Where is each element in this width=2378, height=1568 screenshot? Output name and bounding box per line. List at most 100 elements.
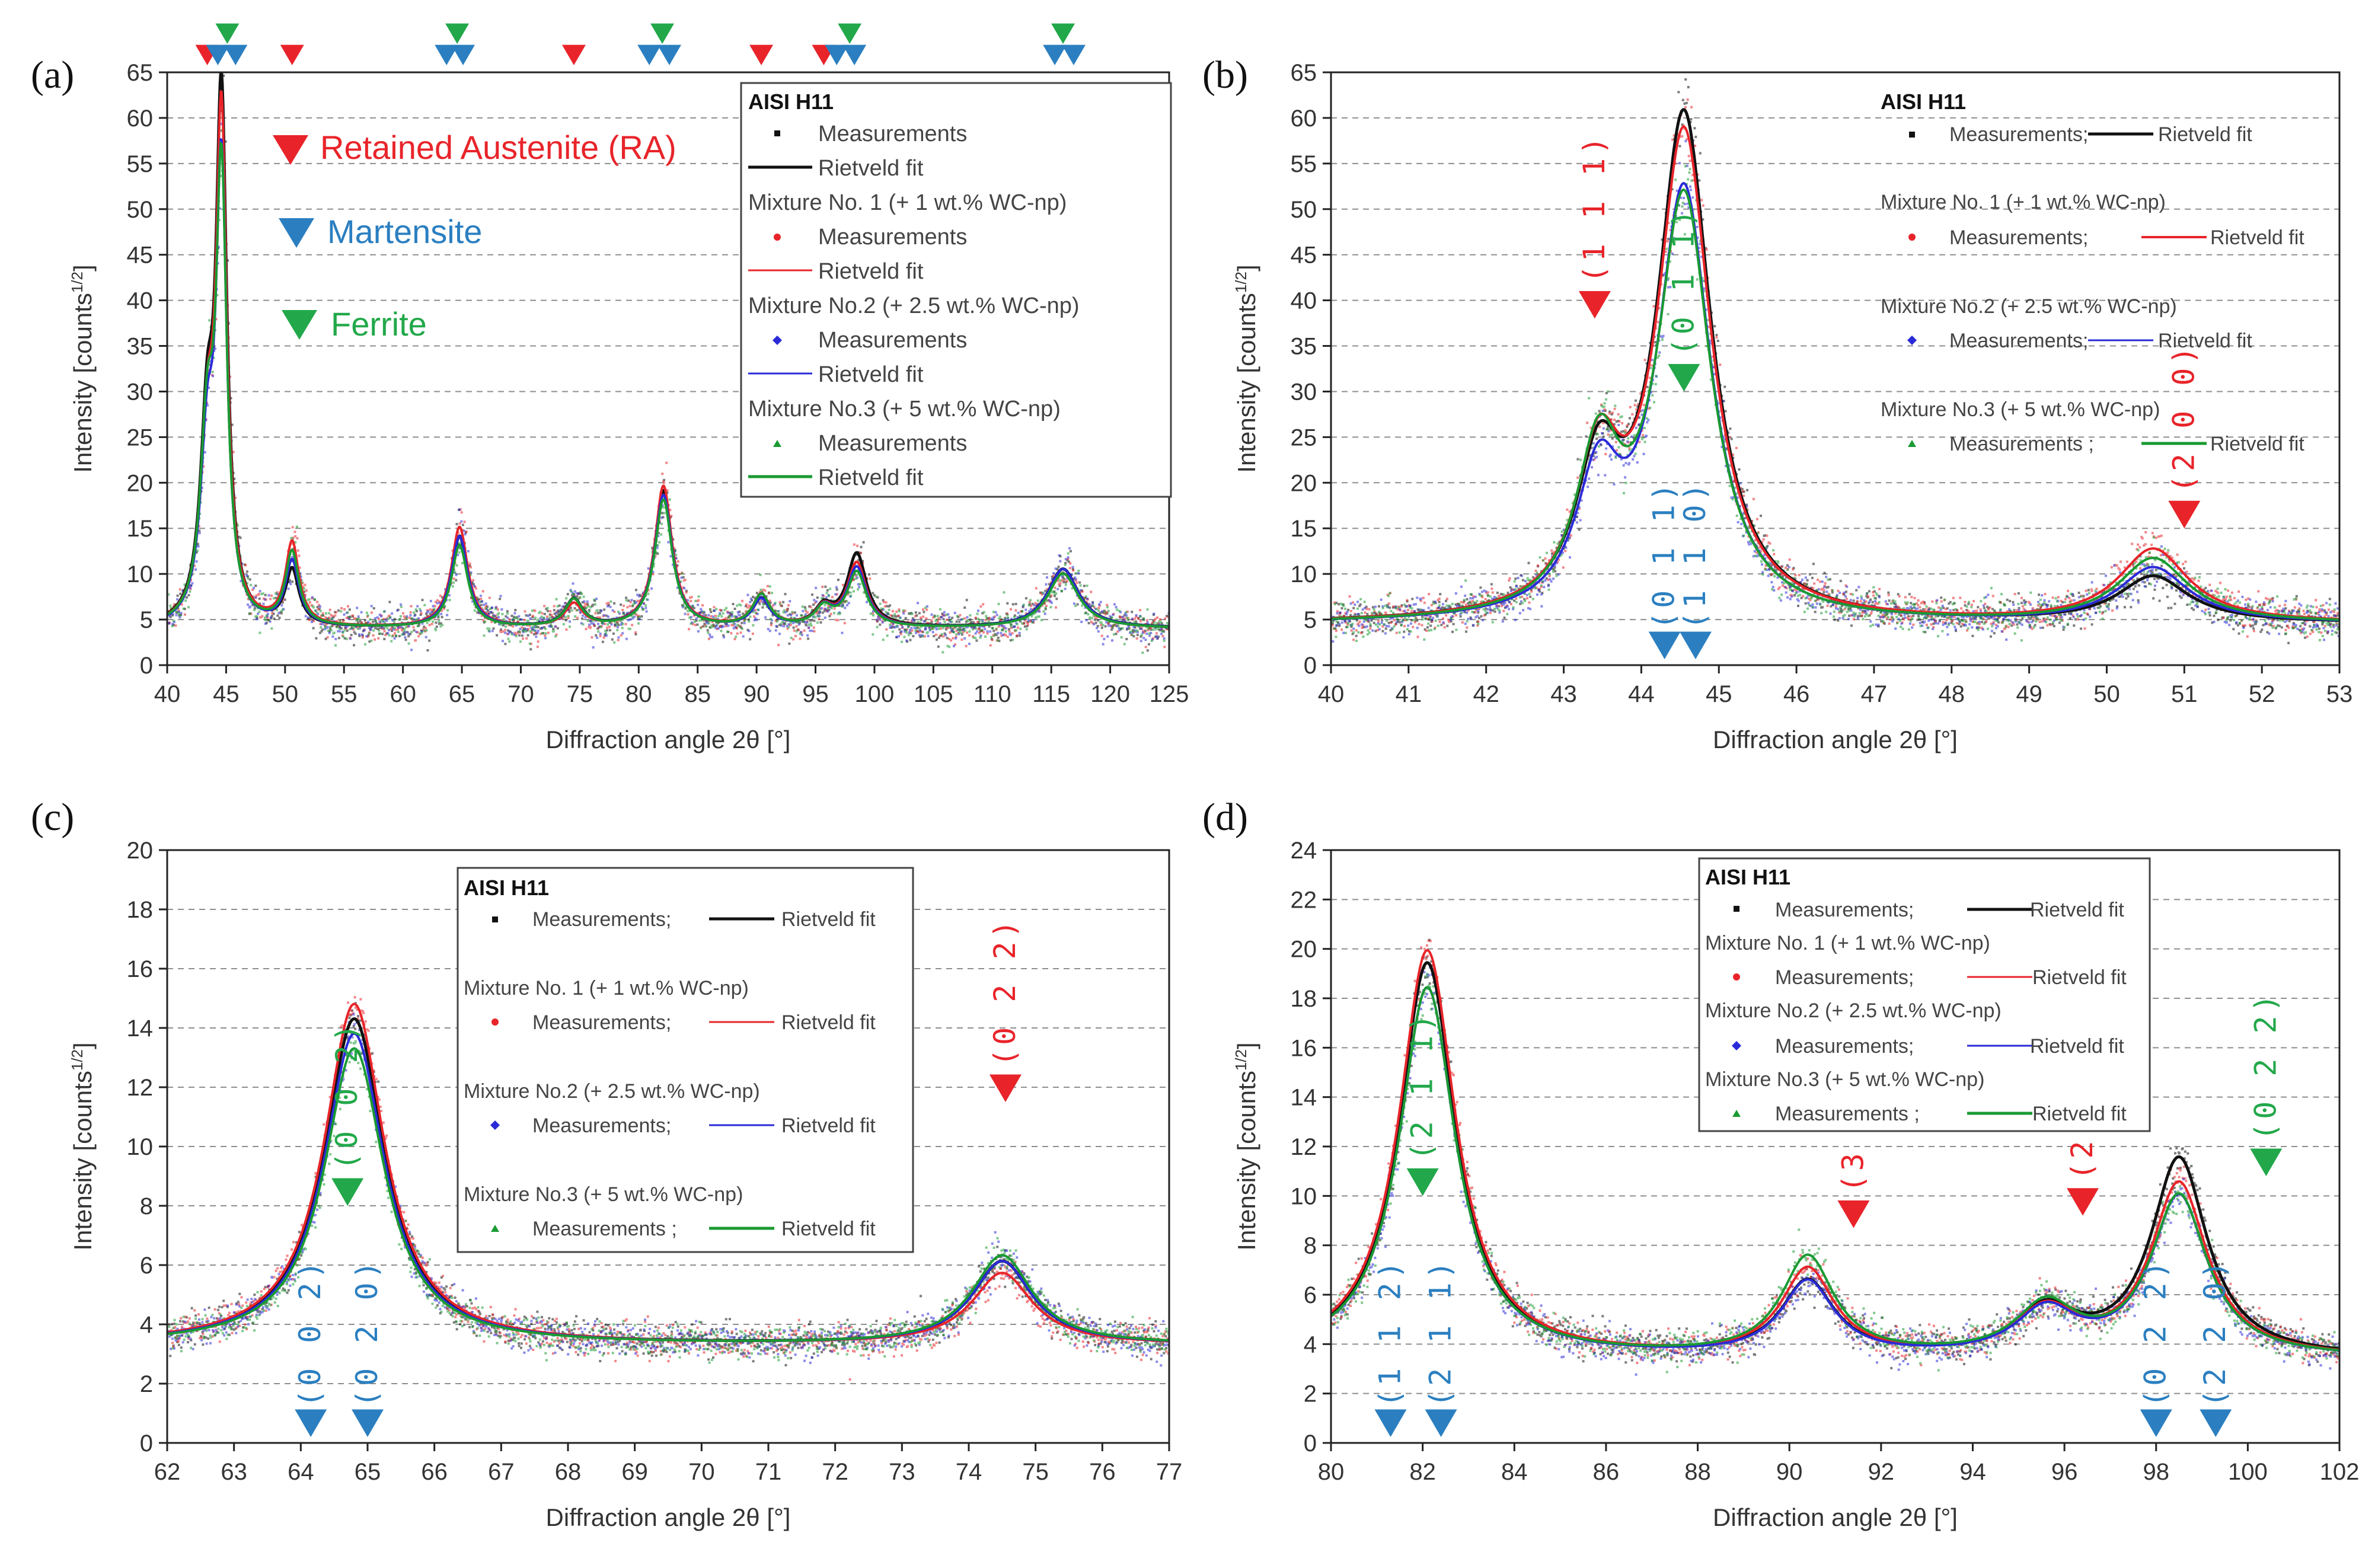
panel-b-ytick-label-5: 5: [1304, 607, 1317, 633]
legend-b-mix2-fit: Rietveld fit: [2158, 330, 2252, 352]
panel-b-xtick-label-53: 53: [2326, 681, 2353, 707]
panel-d-ytick-label-12: 12: [1291, 1134, 1317, 1160]
panel-a-mix3-fit-curve: [167, 140, 1169, 628]
panel-c-ytick-label-2: 2: [140, 1371, 153, 1397]
legend-c-aisi-fit: Rietveld fit: [781, 908, 876, 931]
panel-c-xtick-label-72: 72: [822, 1459, 848, 1485]
panel-d-ytick-label-16: 16: [1291, 1035, 1317, 1061]
legend-a-mix3-fit: Rietveld fit: [818, 465, 924, 490]
legend-a-mix3-title: Mixture No.3 (+ 5 wt.% WC-np): [748, 397, 1061, 421]
panel-b-ytick-label-50: 50: [1291, 197, 1317, 223]
panel-d-ytick-label-24: 24: [1291, 838, 1317, 864]
panel-c-hkl-marker-2: [352, 1409, 384, 1437]
panel-c-xtick-label-62: 62: [154, 1459, 181, 1485]
panel-a-xtick-label-40: 40: [154, 681, 181, 707]
panel-c-xtick-label-73: 73: [889, 1459, 915, 1485]
legend-a-mix1-fit: Rietveld fit: [818, 259, 924, 284]
legend-a-mix1-title: Mixture No. 1 (+ 1 wt.% WC-np): [748, 190, 1067, 215]
panel-b-ylabel-sup: 1/2: [1232, 272, 1250, 293]
panel-a-top-ferrite-marker-0: [215, 23, 240, 44]
panel-a-ytick-label-60: 60: [127, 106, 154, 132]
panel-a-ytick-label-10: 10: [127, 561, 154, 587]
panel-c-ylabel: Intensity [counts1/2]: [68, 1042, 97, 1250]
legend-c-mix3-fit: Rietveld fit: [781, 1218, 876, 1240]
panel-c-hkl-label-3: (0 2 2): [988, 916, 1022, 1066]
panel-a-top-martensite-marker-1: [224, 44, 248, 65]
panel-b-axes-frame: [1330, 71, 2341, 666]
panel-a-ytick-label-45: 45: [127, 242, 154, 269]
panel-d-ytick-label-4: 4: [1304, 1331, 1317, 1358]
panel-a-mix2-measurements: [168, 110, 1169, 652]
panel-d: 80 82 84 86 88 90 92 94 96 98 100 10202468101214161…: [1232, 838, 2359, 1531]
panel-d-ylabel: Intensity [counts1/2]: [1232, 1042, 1260, 1250]
legend-a-mix3-marker: [773, 440, 781, 447]
panel-d-hkl-marker-3: [1837, 1200, 1870, 1228]
panel-c-ylabel-sup: 1/2: [68, 1049, 86, 1071]
panel-a-top-martensite-marker-0: [206, 44, 230, 65]
panel-b-hkl-label-0: (1 1 1): [1577, 133, 1611, 283]
panel-a-ylabel-end: ]: [69, 264, 97, 272]
panel-a-xtick-label-125: 125: [1150, 681, 1189, 707]
panel-b-xtick-label-52: 52: [2249, 681, 2275, 707]
panel-d-xtick-label-84: 84: [1501, 1459, 1528, 1485]
legend-d-mix2-fit: Rietveld fit: [2030, 1035, 2124, 1058]
legend-b-aisi-marker: [1909, 132, 1915, 138]
legend-a-mix2-measurements: Measurements: [818, 328, 967, 353]
legend-c-mix2-marker: [490, 1120, 500, 1130]
panel-a-ylabel: Intensity [counts1/2]: [68, 264, 97, 472]
legend-c-mix1-marker: [491, 1018, 499, 1026]
panel-b-xtick-label-50: 50: [2093, 681, 2120, 707]
panel-d-hkl-marker-1: [1374, 1409, 1407, 1437]
legend-d-mix3-title: Mixture No.3 (+ 5 wt.% WC-np): [1705, 1068, 1984, 1091]
legend-d-aisi-measurements: Measurements;: [1775, 899, 1914, 921]
panel-a-ytick-label-35: 35: [127, 334, 154, 360]
panel-d-ytick-label-2: 2: [1304, 1381, 1317, 1407]
panel-a-ytick-label-15: 15: [127, 516, 154, 542]
panel-a-top-martensite-marker-7: [842, 44, 867, 65]
panel-b-ytick-label-10: 10: [1291, 561, 1317, 587]
panel-c-xtick-label-74: 74: [956, 1459, 982, 1485]
panel-c-ytick-label-20: 20: [127, 838, 154, 864]
martensite-marker-icon: [279, 218, 314, 248]
panel-b-xtick-label-44: 44: [1628, 681, 1655, 707]
legend-b-mix3-marker: [1908, 440, 1916, 447]
legend-b-aisi-measurements: Measurements;: [1949, 123, 2088, 146]
panel-d-hkl-label-1: (1 1 2): [1373, 1257, 1407, 1407]
panel-d-hkl-marker-6: [2200, 1409, 2232, 1437]
panel-b-mix1-fit-curve: [1331, 125, 2339, 621]
panel-b-ytick-label-35: 35: [1291, 334, 1317, 360]
panel-d-xtick-label-94: 94: [1959, 1459, 1986, 1485]
panel-c-hkl-label-2: (0 2 0): [350, 1257, 384, 1407]
panel-c-hkl-label-0: (0 0 2): [330, 1020, 364, 1170]
panel-d-xtick-label-98: 98: [2143, 1459, 2169, 1485]
panel-a-top-ferrite-marker-2: [650, 23, 675, 44]
legend-b-mix3-title: Mixture No.3 (+ 5 wt.% WC-np): [1881, 398, 2160, 421]
legend-c-mix2-fit: Rietveld fit: [781, 1114, 876, 1137]
legend-c-mix2-title: Mixture No.2 (+ 2.5 wt.% WC-np): [464, 1080, 760, 1103]
panel-b-ytick-label-65: 65: [1291, 60, 1317, 86]
phase-legend: Retained Austenite (RA) Martensite Ferri…: [273, 129, 676, 343]
panel-b-xlabel: Diffraction angle 2θ [°]: [1713, 726, 1958, 753]
legend-d-mix1-measurements: Measurements;: [1775, 966, 1914, 989]
panel-b-ylabel-end: ]: [1233, 264, 1260, 272]
panel-c: 62 63 64 65 66 67 68 69 70 71 72 73 74 75 76 7702468101…: [68, 838, 1182, 1531]
legend-a-title: AISI H11: [748, 90, 834, 114]
phase-legend-austenite: Retained Austenite (RA): [320, 129, 676, 166]
panel-b-xtick-label-45: 45: [1706, 681, 1732, 707]
panel-a-ytick-label-55: 55: [127, 151, 154, 177]
legend-d-mix1-marker: [1733, 973, 1740, 981]
panel-a-xtick-label-85: 85: [684, 681, 711, 707]
legend-b-mix1-fit: Rietveld fit: [2210, 226, 2304, 249]
legend-b-mix2-marker: [1907, 336, 1917, 345]
panel-d-hkl-marker-4: [2067, 1188, 2099, 1216]
panel-d-aisi-points: [1332, 938, 2339, 1369]
panel-d-ytick-label-22: 22: [1291, 887, 1317, 913]
panel-a-ytick-label-50: 50: [127, 197, 154, 223]
legend-c-aisi-marker: [492, 916, 498, 922]
legend-c-mix3-measurements: Measurements ;: [532, 1218, 677, 1240]
panel-c-ytick-label-8: 8: [140, 1193, 153, 1219]
panel-b-xtick-label-49: 49: [2016, 681, 2042, 707]
legend-b-mix1-measurements: Measurements;: [1949, 226, 2088, 249]
panel-c-xtick-label-66: 66: [421, 1459, 448, 1485]
panel-a-ytick-label-25: 25: [127, 424, 154, 451]
